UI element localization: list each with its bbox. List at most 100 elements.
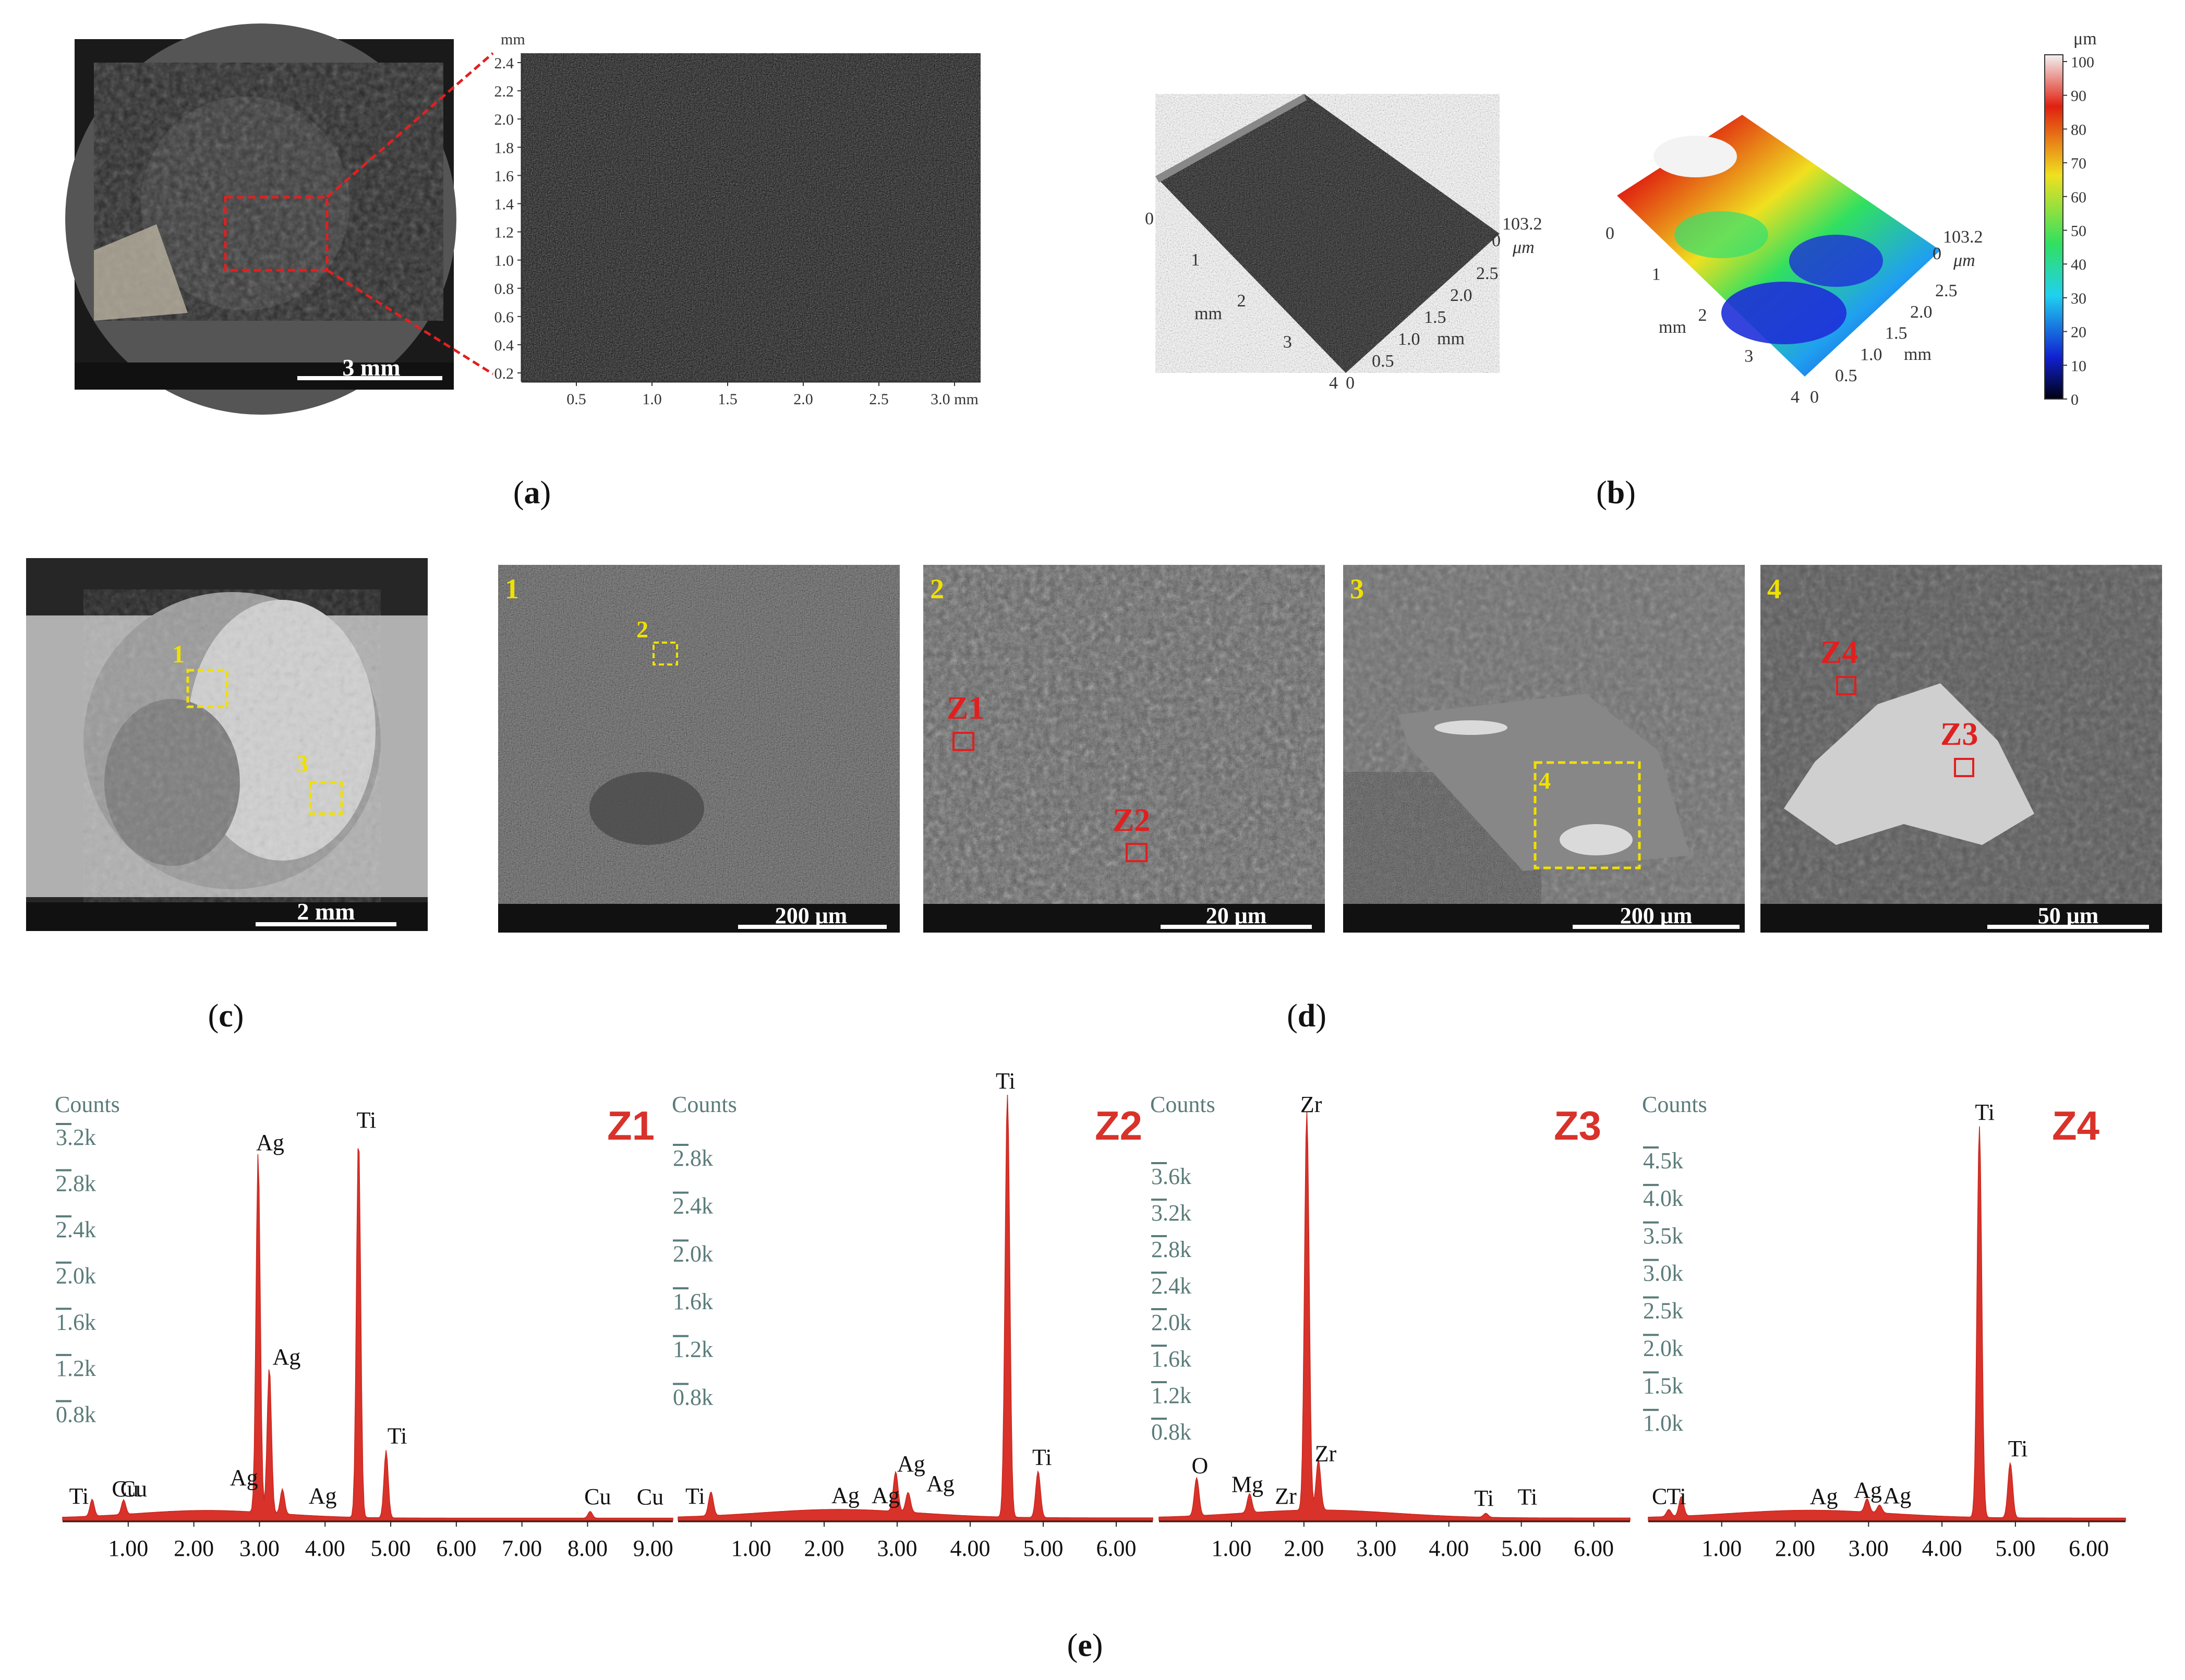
eds-peak-label: Ag (1883, 1483, 1911, 1508)
colorbar-tick-label: 10 (2071, 357, 2086, 374)
eds-y-tick-label: 2.0k (1151, 1310, 1191, 1335)
zone-box-z1 (952, 732, 974, 751)
marker-box-2 (653, 642, 678, 666)
eds-x-tick-label: 6.00 (1574, 1536, 1614, 1561)
eds-peak-label: Ag (897, 1451, 925, 1477)
profile-x-tick-label: 2.0 (793, 391, 813, 408)
height-unit: μm (1953, 251, 1975, 270)
width-tick-label: 2.0 (1910, 303, 1933, 322)
length-tick-label: 1 (1652, 265, 1661, 284)
eds-peak-label: Zr (1315, 1441, 1337, 1466)
colorbar-tick-label: 60 (2071, 189, 2086, 206)
eds-peak-label: Ti (2008, 1436, 2028, 1461)
eds-y-tick-label: 3.2k (1151, 1200, 1191, 1226)
eds-y-tick-label: 1.5k (1643, 1373, 1683, 1398)
eds-x-tick-label: 5.00 (1023, 1536, 1064, 1561)
eds-y-tick-label: 3.5k (1643, 1223, 1683, 1249)
eds-y-tick-label: 3.6k (1151, 1164, 1191, 1189)
eds-y-tick-label: 1.6k (1151, 1346, 1191, 1372)
zone-box-z2 (1126, 843, 1148, 862)
height-zero-label: 0 (1933, 244, 1941, 263)
marker-label-2: 2 (636, 616, 648, 643)
eds-peak-label: C (1652, 1484, 1667, 1509)
eds-x-tick-label: 4.00 (950, 1536, 991, 1561)
eds-y-tick-label: 4.0k (1643, 1186, 1683, 1211)
width-tick-label: 1.5 (1885, 324, 1908, 343)
eds-x-tick-label: 3.00 (877, 1536, 918, 1561)
eds-spectrum-area (1648, 1126, 2126, 1521)
eds-x-tick-label: 4.00 (1429, 1536, 1469, 1561)
length-tick-label: 2 (1698, 306, 1707, 325)
eds-peak-label: O (1192, 1453, 1209, 1478)
eds-spectrum-area (62, 1148, 673, 1521)
eds-peak-label: Ti (685, 1483, 705, 1509)
eds-peak-label: Ag (230, 1465, 258, 1490)
eds-y-tick-label: 0.8k (1151, 1419, 1191, 1445)
eds-y-tick-label: 2.4k (673, 1193, 713, 1219)
width-tick-label: 1.0 (1398, 330, 1420, 349)
width-tick-label: 1.0 (1860, 345, 1882, 364)
eds-x-tick-label: 7.00 (502, 1536, 542, 1561)
eds-x-tick-label: 2.00 (804, 1536, 844, 1561)
eds-peak-label: Ti (996, 1068, 1016, 1094)
sem-image-1-scale: 200 μm (775, 903, 848, 928)
profile-y-unit: mm (501, 31, 525, 48)
eds-x-tick-label: 6.00 (1096, 1536, 1137, 1561)
length-tick-label: 0 (1605, 224, 1614, 243)
caption-b: (b) (1596, 475, 1636, 511)
marker-box-3 (309, 781, 343, 815)
height-zero-label: 0 (1492, 231, 1501, 250)
eds-x-tick-label: 5.00 (1995, 1536, 2035, 1561)
eds-peak-label: Ag (1854, 1478, 1882, 1503)
eds-peak-label: Cu (637, 1484, 663, 1509)
eds-spectrum-z3: 1.00 2.00 3.00 4.00 5.00 6.00 Counts 3.6k 3.2k 2.… (1150, 1092, 1631, 1561)
eds-y-tick-label: 1.2k (673, 1337, 713, 1362)
sem-image-3-number: 3 (1350, 573, 1364, 605)
zone-box-z4 (1836, 676, 1856, 695)
colorbar-unit: μm (2073, 29, 2097, 49)
length-unit: mm (1194, 304, 1222, 323)
eds-y-tick-label: 1.2k (56, 1356, 96, 1381)
marker-box-1 (186, 669, 228, 708)
panel-e: 1.00 2.00 3.00 4.00 5.00 6.00 7.00 8.00 9.00 Coun… (55, 1068, 2126, 1561)
eds-x-tick-label: 3.00 (1849, 1536, 1889, 1561)
width-tick-label: 0 (1346, 373, 1355, 393)
eds-peak-label: Cu (120, 1476, 147, 1502)
zone-label-z3: Z3 (1940, 717, 1978, 752)
eds-spectrum-area (678, 1094, 1153, 1521)
width-tick-label: 2.0 (1450, 286, 1472, 305)
colorbar-tick-label: 50 (2071, 223, 2086, 240)
eds-y-tick-label: 2.4k (56, 1217, 96, 1242)
eds-y-tick-label: 2.0k (673, 1241, 713, 1266)
colorbar (2044, 54, 2063, 400)
eds-x-tick-label: 4.00 (1922, 1536, 1962, 1561)
panel-a: 3 mm mm 2.4 2.2 2.0 1.8 1.6 1.4 1.2 1.0 0.8 0.6 0.… (65, 23, 981, 415)
eds-spectrum-area (1158, 1111, 1631, 1521)
eds-spectrum-z4: 1.00 2.00 3.00 4.00 5.00 6.00 Counts 4.5k 4.0k 3.… (1642, 1092, 2126, 1561)
eds-x-tick-label: 6.00 (436, 1536, 476, 1561)
panel-c: 1 3 2 mm (26, 558, 428, 931)
eds-peak-label: Ti (388, 1423, 407, 1448)
eds-peak-label: Ti (69, 1483, 89, 1509)
profile-x-tick-label: 1.5 (718, 391, 738, 408)
eds-x-tick-label: 2.00 (1284, 1536, 1324, 1561)
profile-y-ticks: 2.4 2.2 2.0 1.8 1.6 1.4 1.2 1.0 0.8 0.6 0.4 0.2 (494, 55, 522, 382)
marker-label-4: 4 (1539, 767, 1551, 794)
profile-y-tick-label: 2.0 (494, 111, 514, 128)
eds-zone-title: Z2 (1095, 1103, 1142, 1149)
eds-peak-label: Mg (1232, 1472, 1263, 1497)
eds-y-tick-label: 2.4k (1151, 1273, 1191, 1299)
profile-y-tick-label: 0.6 (494, 309, 514, 326)
marker-label-1: 1 (172, 640, 185, 668)
eds-x-tick-label: 1.00 (731, 1536, 771, 1561)
eds-x-tick-label: 9.00 (633, 1536, 673, 1561)
eds-zone-title: Z4 (2052, 1103, 2099, 1149)
profile-y-tick-label: 0.2 (494, 365, 514, 382)
length-tick-label: 3 (1744, 347, 1753, 366)
profile-y-tick-label: 1.6 (494, 167, 514, 185)
width-tick-label: 0.5 (1835, 366, 1857, 385)
eds-y-tick-label: 2.8k (673, 1145, 713, 1171)
eds-spectrum-z1: 1.00 2.00 3.00 4.00 5.00 6.00 7.00 8.00 9.00 Coun… (55, 1092, 673, 1561)
zone-label-z1: Z1 (947, 691, 984, 726)
